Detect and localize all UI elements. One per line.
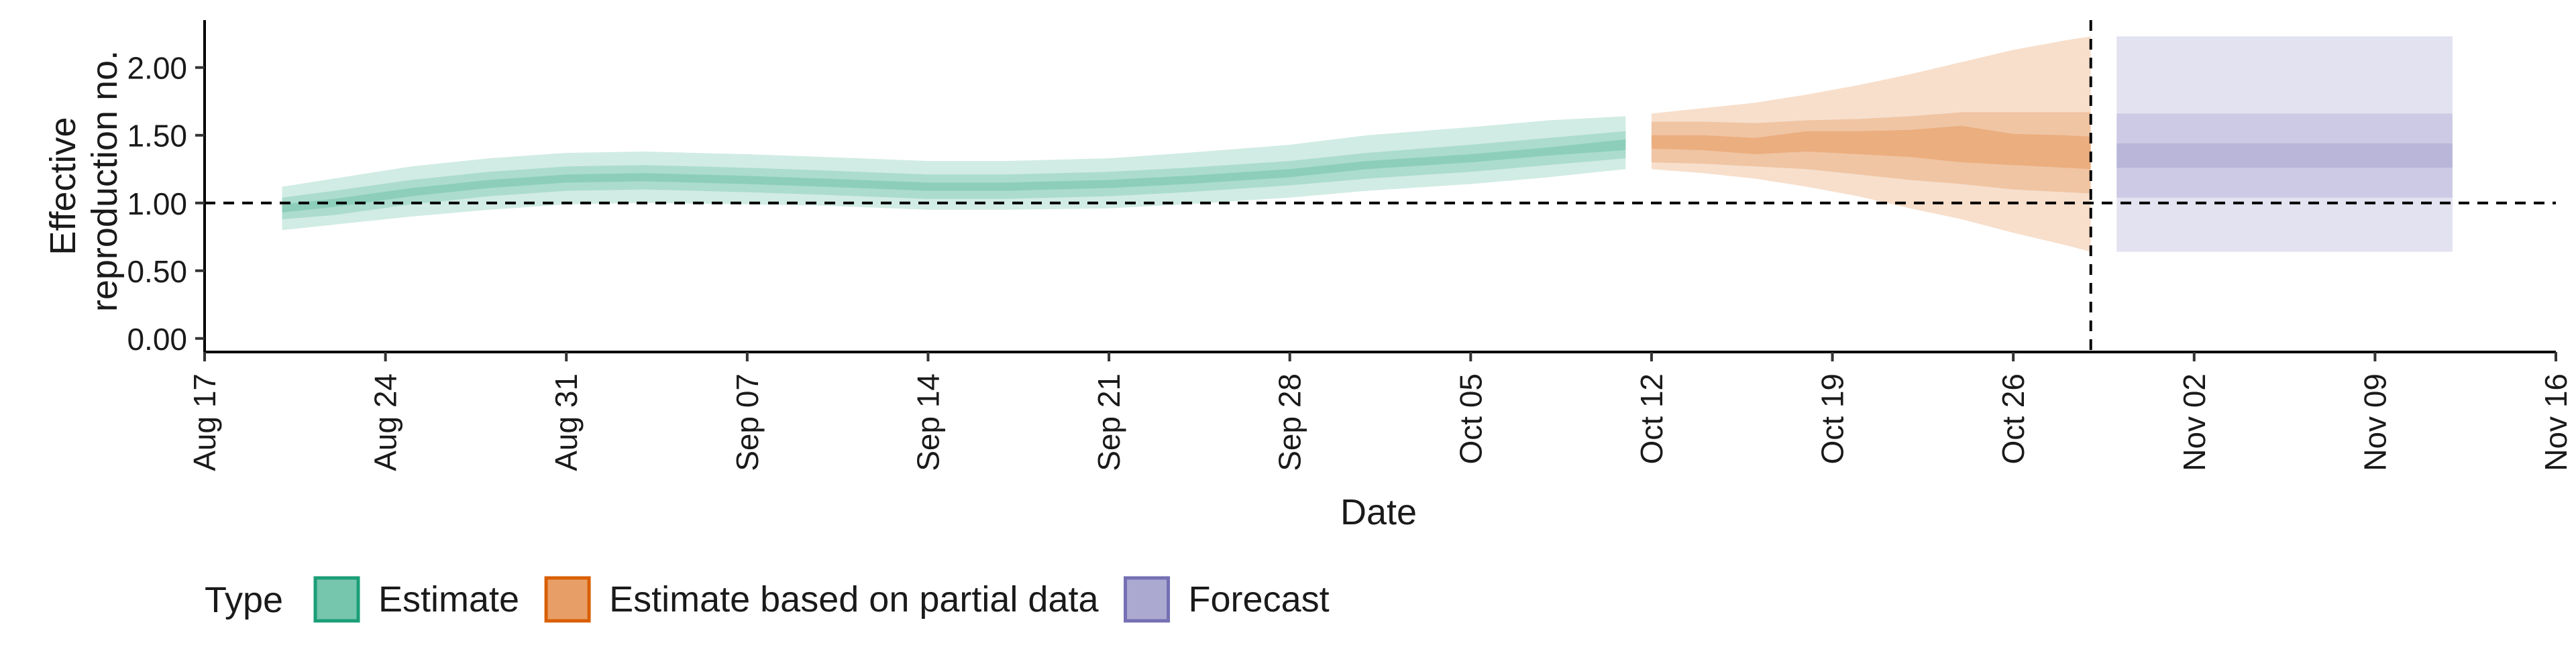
estimate-based-on-partial-data-inner-ribbon	[1651, 125, 2091, 170]
x-tick-label: Oct 19	[1815, 373, 1850, 465]
legend-key	[544, 576, 591, 623]
x-tick-label: Oct 05	[1453, 373, 1488, 465]
x-tick-label: Sep 14	[910, 373, 945, 471]
x-axis-title: Date	[1340, 492, 1417, 532]
x-tick-label: Sep 28	[1273, 373, 1307, 471]
x-tick-label: Nov 02	[2177, 373, 2212, 471]
axes-layer: 0.00 0.50 1.00 1.50 2.00 Aug 17 Aug 24 Aug 31 S…	[127, 20, 2573, 471]
ribbons-layer	[282, 36, 2453, 252]
estimate-inner-ribbon	[282, 139, 1626, 213]
x-tick-label: Nov 16	[2538, 373, 2573, 471]
estimate-outer-ribbon	[282, 116, 1626, 231]
forecast-middle-ribbon	[2116, 113, 2453, 198]
x-tick-label: Sep 21	[1091, 373, 1126, 471]
legend-label: Forecast	[1189, 579, 1330, 620]
estimate-based-on-partial-data-outer-ribbon	[1651, 36, 2091, 252]
y-axis-title: Effective reproduction no.	[43, 50, 125, 312]
y-tick-label: 0.50	[127, 254, 187, 289]
y-tick-label: 1.50	[127, 119, 187, 154]
legend-label: Estimate	[378, 579, 519, 620]
legend-label: Estimate based on partial data	[609, 579, 1099, 620]
estimate-based-on-partial-data-middle-ribbon	[1651, 112, 2091, 194]
x-tick-label: Aug 31	[549, 373, 584, 471]
x-tick-label: Nov 09	[2357, 373, 2392, 471]
y-tick-label: 1.00	[127, 186, 187, 221]
y-axis-title-line-1: Effective	[43, 117, 83, 255]
y-tick-label: 2.00	[127, 51, 187, 86]
x-tick-label: Sep 07	[730, 373, 765, 471]
y-tick-label: 0.00	[127, 322, 187, 357]
legend-title: Type	[205, 580, 283, 620]
forecast-outer-ribbon	[2116, 36, 2453, 252]
forecast-inner-ribbon	[2116, 143, 2453, 168]
estimate-middle-ribbon	[282, 131, 1626, 219]
legend-key	[1124, 576, 1171, 623]
y-ticks: 0.00 0.50 1.00 1.50 2.00	[127, 51, 205, 357]
x-tick-label: Aug 24	[368, 373, 403, 471]
x-tick-label: Aug 17	[187, 373, 222, 471]
reference-lines-layer	[205, 20, 2556, 352]
x-ticks: Aug 17 Aug 24 Aug 31 Sep 07 Sep 14 Sep 21 Sep …	[187, 352, 2573, 471]
x-tick-label: Oct 12	[1634, 373, 1669, 465]
y-axis-title-line-2: reproduction no.	[85, 50, 125, 312]
x-tick-label: Oct 26	[1996, 373, 2031, 465]
legend: Type Estimate Estimate based on partial d…	[205, 576, 1330, 623]
legend-key	[313, 576, 360, 623]
